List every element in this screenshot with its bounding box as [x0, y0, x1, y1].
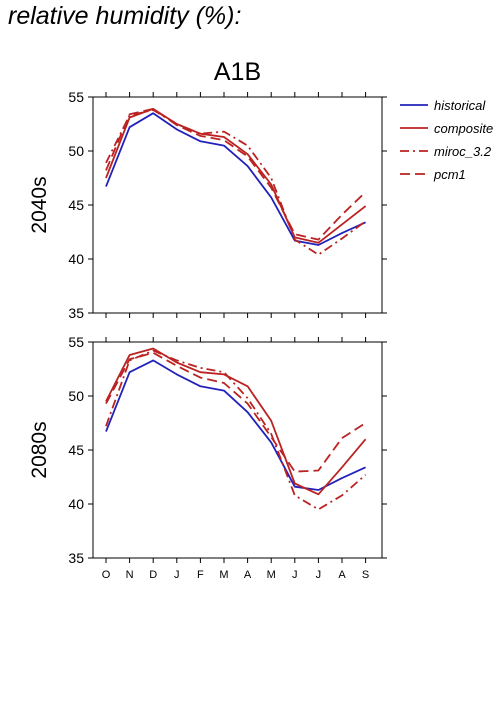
series-line-miroc_3.2-2080s — [105, 349, 367, 511]
series-line-composite-2080s — [105, 347, 367, 496]
x-tick-label: D — [149, 569, 157, 581]
y-tick-label: 35 — [68, 550, 84, 566]
plot-frame-2080s — [92, 341, 383, 559]
x-tick-label: M — [267, 569, 276, 581]
y-tick-label: 50 — [68, 143, 84, 159]
x-tick-label: A — [338, 569, 346, 581]
series-line-miroc_3.2-2040s — [105, 109, 367, 256]
series-line-pcm1-2040s — [105, 108, 367, 241]
y-tick-label: 35 — [68, 305, 84, 321]
x-tick-label: F — [197, 569, 204, 581]
y-tick-label: 40 — [68, 496, 84, 512]
y-tick-label: 40 — [68, 251, 84, 267]
legend-label-composite: composite — [434, 121, 493, 136]
page-title: relative humidity (%): — [8, 2, 242, 30]
series-line-pcm1-2080s — [105, 351, 367, 473]
y-tick-label: 50 — [68, 388, 84, 404]
series-line-composite-2040s — [105, 108, 367, 244]
y-tick-label: 55 — [68, 334, 84, 350]
plot-frame-2040s — [92, 96, 383, 314]
legend-label-miroc_3.2: miroc_3.2 — [434, 144, 492, 159]
legend-label-pcm1: pcm1 — [433, 167, 466, 182]
x-tick-label: M — [219, 569, 228, 581]
x-tick-label: J — [292, 569, 298, 581]
panel-label-2040s: 2040s — [28, 176, 51, 233]
series-line-historical-2040s — [105, 112, 366, 246]
y-tick-label: 45 — [68, 442, 84, 458]
y-tick-label: 55 — [68, 89, 84, 105]
chart-title: A1B — [214, 58, 261, 86]
y-tick-label: 45 — [68, 197, 84, 213]
series-line-historical-2080s — [105, 359, 366, 491]
x-tick-label: S — [362, 569, 369, 581]
legend-label-historical: historical — [434, 98, 486, 113]
x-tick-label: N — [126, 569, 134, 581]
x-tick-label: A — [244, 569, 252, 581]
x-tick-label: O — [102, 569, 111, 581]
panel-label-2080s: 2080s — [28, 421, 51, 478]
x-tick-label: J — [316, 569, 322, 581]
x-tick-label: J — [174, 569, 180, 581]
